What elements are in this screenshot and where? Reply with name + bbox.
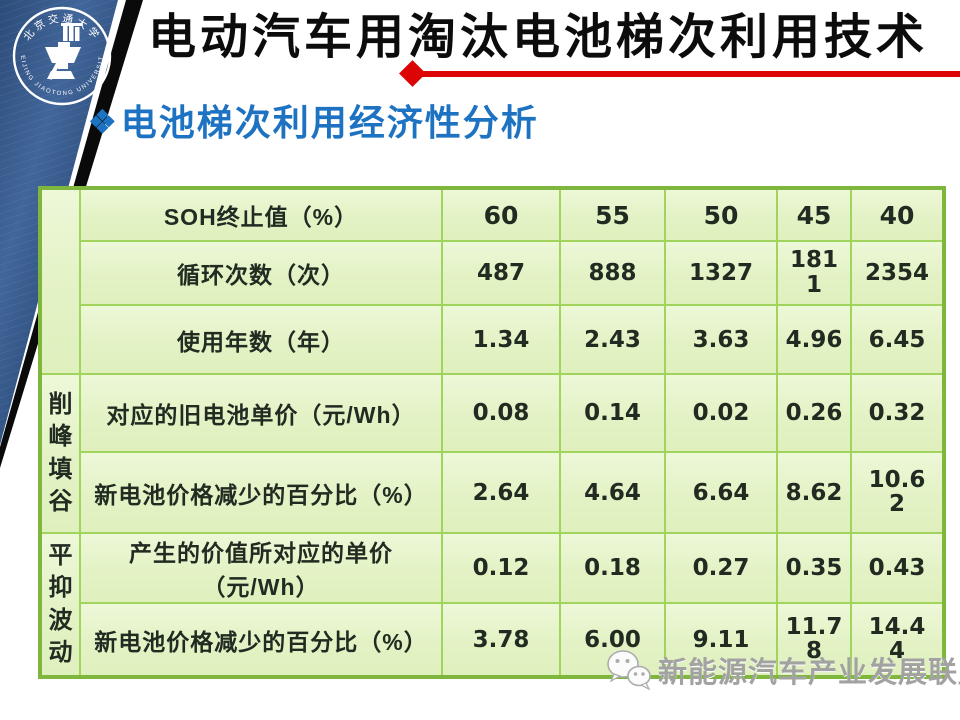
subtitle-text: 电池梯次利用经济性分析 <box>120 102 539 143</box>
row-label-cell: 使用年数（年） <box>79 304 443 375</box>
value-cell: 0.14 <box>559 373 666 453</box>
row-group-cell: 削峰填谷 <box>39 373 81 534</box>
bjtu-seal-icon: 北京交通大学 BEIJING JIAOTONG UNIVERSITY <box>12 6 112 106</box>
value-cell: 1327 <box>664 240 778 306</box>
value-cell: 2.64 <box>441 451 561 534</box>
table-row: 使用年数（年） 1.34 2.43 3.63 4.96 6.45 <box>40 304 945 375</box>
value-cell: 2354 <box>850 240 945 306</box>
title-underline <box>421 71 960 77</box>
value-cell: 3.63 <box>664 304 778 375</box>
column-header-cell: 55 <box>559 187 666 242</box>
value-cell: 0.18 <box>559 532 666 604</box>
wechat-icon <box>607 650 651 691</box>
column-header-cell: 45 <box>776 187 852 242</box>
value-cell: 0.27 <box>664 532 778 604</box>
table-row: 循环次数（次） 487 888 1327 1811 2354 <box>40 240 945 306</box>
column-header-cell: 40 <box>850 187 945 242</box>
row-group-cell: 平抑波动 <box>39 532 81 678</box>
section-subtitle: ❖ 电池梯次利用经济性分析 <box>88 100 539 146</box>
value-cell: 0.02 <box>664 373 778 453</box>
value-cell: 1811 <box>776 240 852 306</box>
value-cell: 1.34 <box>441 304 561 375</box>
diamond-bullet-icon: ❖ <box>88 104 117 140</box>
table-row: 削峰填谷 对应的旧电池单价（元/Wh） 0.08 0.14 0.02 0.26 … <box>39 373 945 534</box>
slide-title: 电动汽车用淘汰电池梯次利用技术 <box>148 11 929 64</box>
seal-emblem <box>45 23 82 80</box>
row-label-cell: 循环次数（次） <box>79 240 443 306</box>
value-cell: 8.62 <box>776 451 852 534</box>
value-cell: 888 <box>559 240 666 306</box>
svg-text:北京交通大学: 北京交通大学 <box>21 12 103 44</box>
value-cell: 0.43 <box>850 532 945 604</box>
economics-table: SOH终止值（%） 60 55 50 45 40 循环次数（次） 487 888… <box>38 186 946 679</box>
value-cell: 9.11 <box>664 602 778 678</box>
row-label-cell: 对应的旧电池单价（元/Wh） <box>79 373 443 453</box>
corner-cell <box>39 187 81 375</box>
value-cell: 0.08 <box>441 373 561 453</box>
value-cell: 3.78 <box>441 602 561 678</box>
row-label-cell: SOH终止值（%） <box>79 187 443 242</box>
table-row: 平抑波动 产生的价值所对应的单价（元/Wh） 0.12 0.18 0.27 0.… <box>39 532 945 678</box>
table-row: SOH终止值（%） 60 55 50 45 40 <box>39 187 945 375</box>
value-cell: 0.32 <box>850 373 945 453</box>
value-cell: 6.00 <box>559 602 666 678</box>
watermark: 新能源汽车产业发展联盟 <box>606 648 960 692</box>
table-row: 新电池价格减少的百分比（%） 3.78 6.00 9.11 11.78 14.4… <box>40 602 945 678</box>
value-cell: 11.78 <box>776 602 852 678</box>
value-cell: 0.35 <box>776 532 852 604</box>
row-label-cell: 新电池价格减少的百分比（%） <box>79 451 443 534</box>
value-cell: 4.64 <box>559 451 666 534</box>
value-cell: 2.43 <box>559 304 666 375</box>
value-cell: 10.62 <box>850 451 945 534</box>
watermark-text: 新能源汽车产业发展联盟 <box>658 657 960 689</box>
row-label-cell: 新电池价格减少的百分比（%） <box>79 602 443 678</box>
value-cell: 487 <box>441 240 561 306</box>
value-cell: 0.12 <box>441 532 561 604</box>
row-label-cell: 产生的价值所对应的单价（元/Wh） <box>79 532 443 604</box>
value-cell: 14.44 <box>850 602 945 678</box>
column-header-cell: 60 <box>441 187 561 242</box>
value-cell: 4.96 <box>776 304 852 375</box>
column-header-cell: 50 <box>664 187 778 242</box>
value-cell: 0.26 <box>776 373 852 453</box>
value-cell: 6.45 <box>850 304 945 375</box>
table-row: 新电池价格减少的百分比（%） 2.64 4.64 6.64 8.62 10.62 <box>40 451 945 534</box>
value-cell: 6.64 <box>664 451 778 534</box>
svg-text:BEIJING JIAOTONG UNIVERSITY: BEIJING JIAOTONG UNIVERSITY <box>19 52 105 97</box>
